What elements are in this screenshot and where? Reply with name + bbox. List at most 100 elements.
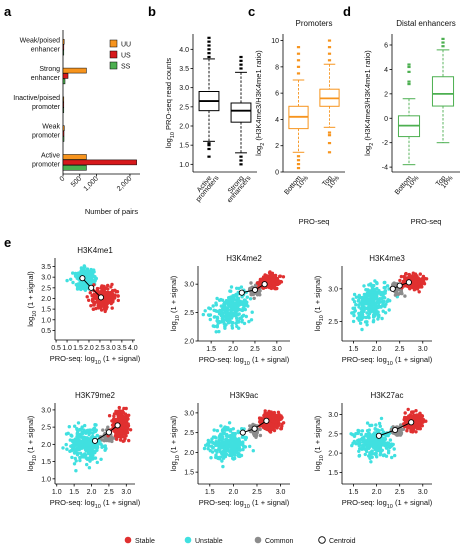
stable-point bbox=[112, 414, 116, 418]
stable-point bbox=[418, 272, 422, 276]
unstable-point bbox=[238, 448, 242, 452]
unstable-point bbox=[361, 437, 366, 441]
unstable-point bbox=[90, 277, 94, 281]
unstable-point bbox=[73, 424, 77, 428]
centroid-marker bbox=[375, 432, 382, 439]
unstable-point bbox=[220, 437, 225, 441]
stable-point bbox=[281, 421, 286, 425]
label-base: log bbox=[313, 461, 322, 471]
unstable-point bbox=[227, 421, 232, 425]
outlier-point bbox=[407, 82, 411, 86]
stable-point bbox=[407, 273, 411, 277]
outlier-point bbox=[296, 46, 301, 49]
unstable-point bbox=[236, 453, 240, 458]
unstable-point bbox=[373, 279, 377, 283]
plot-title: H3K27ac bbox=[371, 391, 404, 400]
outlier-point bbox=[296, 159, 301, 162]
bar-uu-3 bbox=[62, 125, 65, 131]
common-point bbox=[101, 428, 105, 432]
unstable-point bbox=[354, 442, 358, 446]
unstable-point bbox=[88, 449, 93, 454]
stable-point bbox=[106, 287, 110, 291]
common-point bbox=[252, 296, 256, 300]
stable-point bbox=[272, 428, 277, 433]
outlier-point bbox=[407, 63, 411, 66]
unstable-point bbox=[352, 292, 357, 297]
stable-point bbox=[415, 420, 419, 424]
bar-uu-1 bbox=[62, 67, 87, 74]
unstable-point bbox=[357, 442, 361, 446]
unstable-point bbox=[212, 428, 216, 432]
outlier-point bbox=[327, 131, 332, 134]
unstable-point bbox=[73, 443, 78, 447]
outlier-point bbox=[207, 44, 211, 47]
stable-point bbox=[122, 422, 127, 426]
panel-label-b: b bbox=[148, 4, 156, 19]
stable-point bbox=[415, 287, 419, 291]
bar-ss-3 bbox=[62, 136, 65, 142]
stable-point bbox=[106, 283, 110, 288]
outlier-point bbox=[327, 141, 332, 145]
category-label: Weak/poised bbox=[20, 37, 60, 44]
label-subscript: 2 bbox=[260, 143, 266, 146]
stable-point bbox=[116, 434, 121, 438]
unstable-point bbox=[382, 443, 387, 447]
unstable-point bbox=[236, 296, 241, 301]
stable-point bbox=[403, 411, 407, 415]
unstable-point bbox=[233, 301, 238, 305]
unstable-point bbox=[251, 449, 255, 453]
stable-point bbox=[110, 306, 114, 310]
bar-uu-4 bbox=[62, 154, 87, 160]
x-tick-label: 1.5 bbox=[205, 489, 215, 496]
centroid-marker bbox=[114, 422, 121, 429]
unstable-point bbox=[217, 298, 222, 302]
label-subscript: 10 bbox=[170, 132, 176, 138]
centroid-marker bbox=[251, 425, 258, 432]
unstable-point bbox=[241, 306, 245, 310]
bar-ss-4 bbox=[62, 165, 87, 171]
category-label: enhancer bbox=[31, 75, 61, 82]
unstable-point bbox=[240, 320, 244, 324]
unstable-point bbox=[71, 271, 75, 275]
unstable-point bbox=[240, 295, 244, 299]
legend-label-ss: SS bbox=[121, 64, 131, 71]
y-axis-label: log10 (1 + signal) bbox=[313, 275, 325, 331]
unstable-point bbox=[219, 310, 223, 314]
unstable-point bbox=[241, 303, 246, 307]
x-tick-label: 2,000 bbox=[116, 175, 133, 192]
unstable-point bbox=[238, 316, 242, 320]
outlier-point bbox=[296, 166, 301, 170]
centroid-marker bbox=[97, 294, 105, 301]
common-point bbox=[249, 292, 253, 297]
stable-point bbox=[424, 277, 429, 281]
label-base: log bbox=[363, 146, 372, 156]
unstable-point bbox=[376, 317, 380, 321]
outlier-point bbox=[407, 70, 411, 73]
unstable-point bbox=[224, 447, 228, 452]
outlier-point bbox=[327, 46, 332, 49]
stable-point bbox=[267, 282, 271, 286]
label-subscript: 10 bbox=[319, 315, 325, 321]
label-subscript: 10 bbox=[387, 361, 393, 367]
unstable-point bbox=[221, 456, 226, 460]
bar-uu-0 bbox=[62, 39, 65, 45]
stable-point bbox=[417, 415, 421, 419]
x-axis-label: Number of pairs bbox=[85, 207, 139, 216]
unstable-point bbox=[94, 443, 98, 448]
y-tick-label: 2.5 bbox=[184, 310, 194, 317]
stable-point bbox=[412, 414, 416, 418]
y-tick-label: 1.5 bbox=[41, 459, 51, 466]
outlier-point bbox=[239, 55, 243, 59]
x-tick-label: 3.0 bbox=[121, 489, 131, 496]
x-tick-label: 1.5 bbox=[69, 489, 79, 496]
stable-point bbox=[272, 411, 276, 415]
x-axis-label: PRO-seq bbox=[299, 217, 330, 226]
unstable-point bbox=[70, 443, 75, 448]
y-tick-label: 10 bbox=[271, 38, 279, 45]
y-tick-label: 4.0 bbox=[179, 47, 189, 54]
y-tick-label: 2.0 bbox=[328, 451, 338, 458]
x-axis-label: PRO-seq: log10 (1 + signal) bbox=[342, 355, 433, 367]
x-axis-label: PRO-seq: log10 (1 + signal) bbox=[199, 355, 290, 367]
x-tick-label: 1.5 bbox=[349, 346, 359, 353]
centroid-marker bbox=[261, 281, 268, 288]
